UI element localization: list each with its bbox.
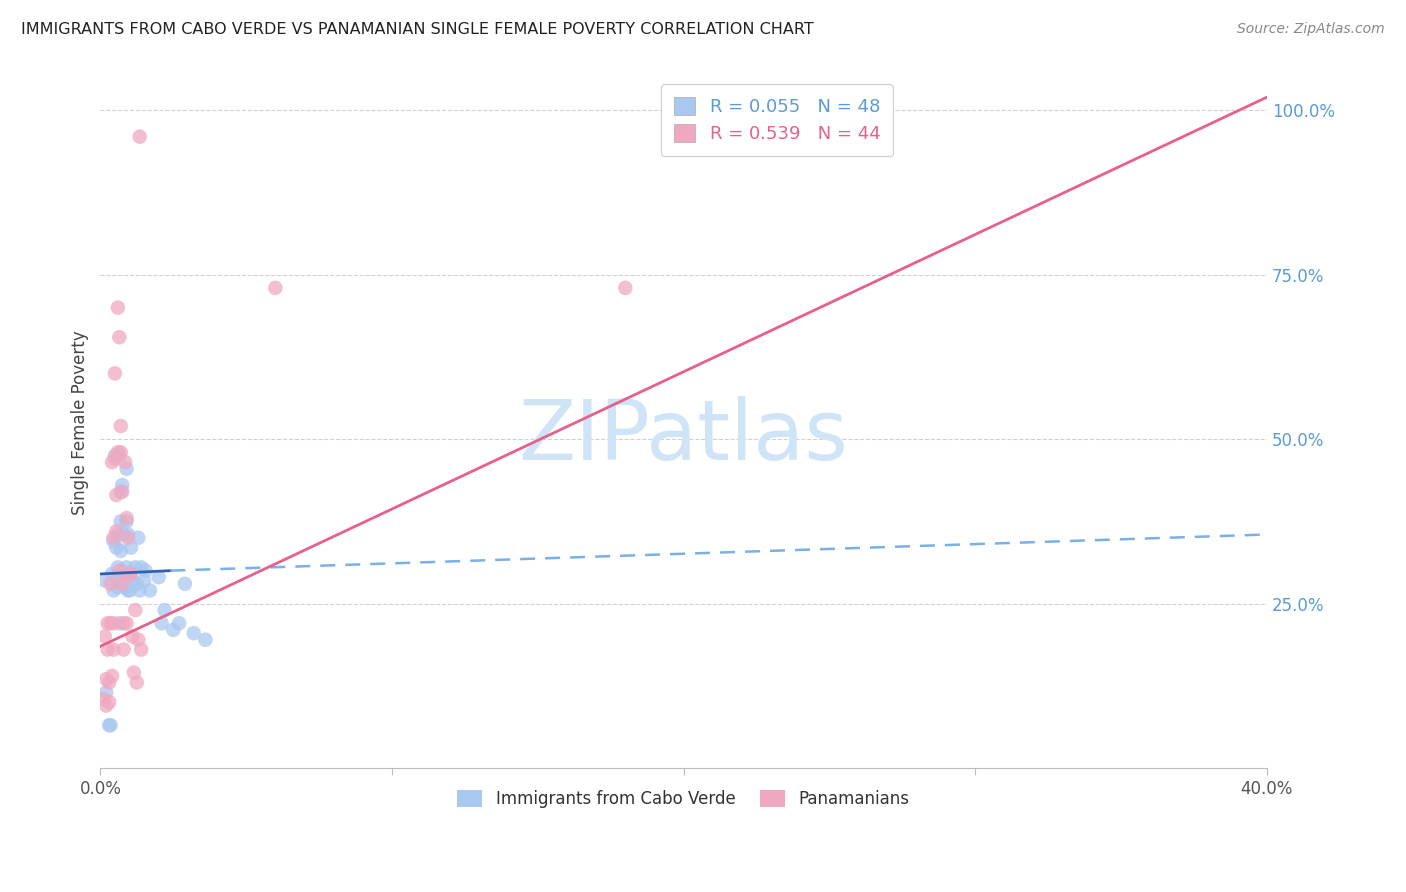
Point	[124, 560, 146, 574]
Point	[122, 665, 145, 680]
Point	[108, 330, 131, 344]
Point	[111, 576, 134, 591]
Point	[112, 527, 135, 541]
Point	[96, 685, 118, 699]
Point	[97, 616, 120, 631]
Point	[135, 564, 157, 578]
Point	[117, 583, 139, 598]
Point	[105, 541, 128, 555]
Point	[124, 603, 146, 617]
Point	[153, 603, 176, 617]
Point	[127, 531, 149, 545]
Point	[96, 672, 118, 686]
Point	[103, 531, 125, 545]
Point	[98, 675, 121, 690]
Point	[112, 616, 135, 631]
Point	[110, 445, 132, 459]
Point	[105, 574, 128, 588]
Point	[117, 531, 139, 545]
Point	[120, 541, 142, 555]
Point	[111, 478, 134, 492]
Point	[129, 560, 152, 574]
Point	[110, 484, 132, 499]
Point	[104, 367, 127, 381]
Point	[139, 583, 162, 598]
Text: IMMIGRANTS FROM CABO VERDE VS PANAMANIAN SINGLE FEMALE POVERTY CORRELATION CHART: IMMIGRANTS FROM CABO VERDE VS PANAMANIAN…	[21, 22, 814, 37]
Point	[97, 642, 120, 657]
Point	[125, 576, 148, 591]
Point	[121, 629, 143, 643]
Point	[107, 527, 129, 541]
Y-axis label: Single Female Poverty: Single Female Poverty	[72, 330, 89, 515]
Point	[101, 566, 124, 581]
Point	[107, 445, 129, 459]
Point	[183, 626, 205, 640]
Point	[100, 718, 122, 732]
Point	[105, 524, 128, 539]
Point	[103, 616, 125, 631]
Point	[98, 695, 121, 709]
Point	[112, 642, 135, 657]
Text: Source: ZipAtlas.com: Source: ZipAtlas.com	[1237, 22, 1385, 37]
Point	[110, 544, 132, 558]
Point	[121, 574, 143, 588]
Point	[115, 616, 138, 631]
Point	[105, 488, 128, 502]
Point	[108, 616, 131, 631]
Point	[110, 514, 132, 528]
Point	[103, 642, 125, 657]
Point	[264, 281, 287, 295]
Point	[100, 576, 122, 591]
Point	[128, 583, 150, 598]
Point	[110, 419, 132, 434]
Point	[167, 616, 190, 631]
Point	[111, 564, 134, 578]
Point	[103, 534, 125, 549]
Point	[107, 301, 129, 315]
Point	[115, 461, 138, 475]
Point	[108, 449, 131, 463]
Point	[115, 560, 138, 574]
Point	[148, 570, 170, 584]
Point	[107, 580, 129, 594]
Legend: Immigrants from Cabo Verde, Panamanians: Immigrants from Cabo Verde, Panamanians	[451, 783, 917, 815]
Point	[118, 583, 141, 598]
Point	[101, 455, 124, 469]
Point	[108, 564, 131, 578]
Point	[114, 455, 136, 469]
Point	[128, 129, 150, 144]
Point	[115, 514, 138, 528]
Point	[129, 642, 152, 657]
Point	[112, 566, 135, 581]
Point	[91, 692, 114, 706]
Point	[127, 632, 149, 647]
Point	[174, 576, 197, 591]
Point	[111, 484, 134, 499]
Point	[114, 580, 136, 594]
Point	[93, 574, 115, 588]
Point	[115, 511, 138, 525]
Point	[107, 560, 129, 574]
Point	[150, 616, 173, 631]
Point	[117, 527, 139, 541]
Point	[118, 566, 141, 581]
Point	[132, 574, 155, 588]
Point	[120, 566, 142, 581]
Point	[96, 698, 118, 713]
Point	[101, 669, 124, 683]
Point	[162, 623, 184, 637]
Point	[103, 583, 125, 598]
Point	[93, 629, 115, 643]
Point	[118, 566, 141, 581]
Point	[98, 718, 121, 732]
Point	[100, 616, 122, 631]
Point	[194, 632, 217, 647]
Point	[125, 675, 148, 690]
Point	[104, 451, 127, 466]
Point	[614, 281, 637, 295]
Text: ZIPatlas: ZIPatlas	[519, 396, 849, 477]
Point	[104, 449, 127, 463]
